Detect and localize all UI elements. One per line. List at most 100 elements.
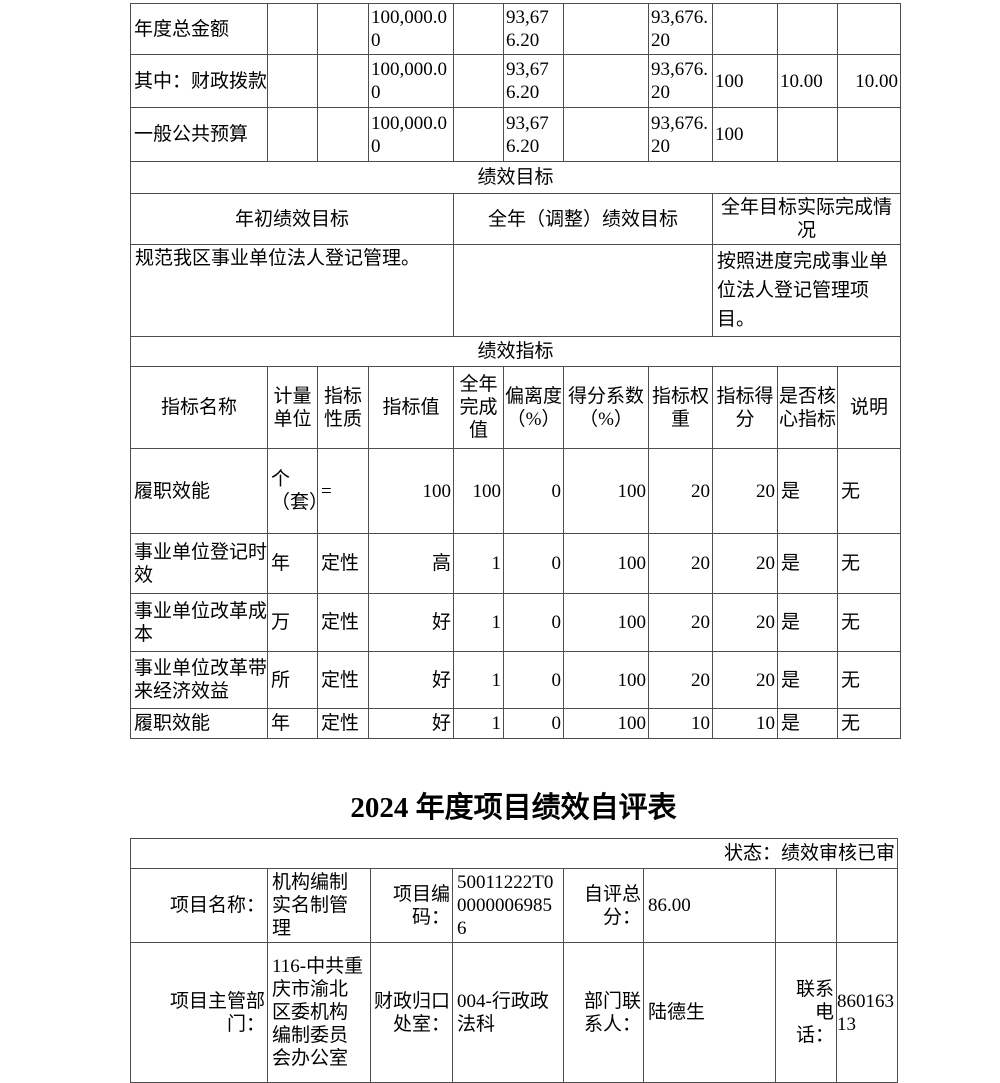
table-cell: 无 bbox=[837, 593, 901, 652]
finance-office-value: 004-行政政法科 bbox=[452, 942, 564, 1083]
annual-total-actual-2: 93,676.20 bbox=[648, 3, 713, 55]
table-cell: 是 bbox=[777, 593, 838, 652]
table-cell: 20 bbox=[712, 533, 778, 594]
table-cell: 好 bbox=[368, 708, 454, 739]
status-text: 状态：绩效审核已审 bbox=[129, 838, 899, 869]
table-cell: 指标值 bbox=[368, 366, 454, 449]
table-cell: 0 bbox=[503, 651, 564, 709]
table-cell: 定性 bbox=[317, 533, 369, 594]
project-info-table: 状态：绩效审核已审 项目名称： 机构编制实名制管理 项目编码： 50011222T000… bbox=[129, 838, 899, 1083]
fiscal-allocation-label: 其中：财政拨款 bbox=[130, 54, 268, 108]
table-cell bbox=[777, 107, 838, 162]
table-cell bbox=[317, 3, 369, 55]
table-cell: 事业单位改革成本 bbox=[130, 593, 268, 652]
table-cell: 100 bbox=[563, 448, 649, 534]
table-cell: 100 bbox=[563, 533, 649, 594]
table-cell: 20 bbox=[648, 448, 713, 534]
table-cell: 100 bbox=[453, 448, 504, 534]
table-cell: 定性 bbox=[317, 651, 369, 709]
table-cell: 年 bbox=[267, 708, 318, 739]
table-cell: 20 bbox=[648, 593, 713, 652]
table-cell bbox=[453, 54, 504, 108]
table-cell bbox=[453, 244, 713, 337]
table-cell: = bbox=[317, 448, 369, 534]
table-cell bbox=[563, 107, 649, 162]
table-cell: 0 bbox=[503, 708, 564, 739]
contact-phone-value: 86016313 bbox=[835, 942, 899, 1083]
table-cell: 是 bbox=[777, 448, 838, 534]
general-public-budget-label: 一般公共预算 bbox=[130, 107, 268, 162]
table-cell: 事业单位改革带来经济效益 bbox=[130, 651, 268, 709]
table-cell: 0 bbox=[503, 448, 564, 534]
document-page: { "document": { "title": "2024 年度项目绩效自评表… bbox=[129, 3, 901, 1083]
table-cell: 100 bbox=[368, 448, 454, 534]
table-cell bbox=[317, 54, 369, 108]
table-cell: 偏离度（%） bbox=[503, 366, 564, 449]
section-performance-goal: 绩效目标 bbox=[130, 161, 901, 194]
department-value: 116-中共重庆市渝北区委机构编制委员会办公室 bbox=[267, 942, 371, 1083]
contact-person-value: 陆德生 bbox=[643, 942, 776, 1083]
table-cell: 是 bbox=[777, 533, 838, 594]
table-cell bbox=[837, 3, 901, 55]
table-cell: 无 bbox=[837, 448, 901, 534]
section-performance-indicator: 绩效指标 bbox=[130, 336, 901, 367]
table-cell: 得分系数（%） bbox=[563, 366, 649, 449]
table-cell: 93,676.20 bbox=[503, 54, 564, 108]
table-cell: 1 bbox=[453, 593, 504, 652]
table-cell: 100,000.00 bbox=[368, 54, 454, 108]
table-cell: 10.00 bbox=[777, 54, 838, 108]
table-cell: 所 bbox=[267, 651, 318, 709]
table-cell bbox=[453, 3, 504, 55]
project-name-label: 项目名称： bbox=[130, 868, 268, 943]
goal-initial-text: 规范我区事业单位法人登记管理。 bbox=[130, 244, 454, 337]
annual-total-actual-1: 93,676.20 bbox=[503, 3, 564, 55]
table-cell: 好 bbox=[368, 651, 454, 709]
table-cell: 100 bbox=[563, 708, 649, 739]
table-cell: 无 bbox=[837, 651, 901, 709]
table-cell: 10 bbox=[712, 708, 778, 739]
table-cell bbox=[777, 3, 838, 55]
table-cell bbox=[317, 107, 369, 162]
table-cell bbox=[267, 107, 318, 162]
table-cell: 20 bbox=[648, 533, 713, 594]
table-cell: 高 bbox=[368, 533, 454, 594]
table-cell: 事业单位登记时效 bbox=[130, 533, 268, 594]
table-cell bbox=[837, 107, 901, 162]
contact-person-label: 部门联系人： bbox=[563, 942, 644, 1083]
table-cell: 20 bbox=[712, 448, 778, 534]
table-cell: 1 bbox=[453, 708, 504, 739]
table-cell: 20 bbox=[648, 651, 713, 709]
table-cell: 是否核心指标 bbox=[777, 366, 838, 449]
goal-col-actual: 全年目标实际完成情况 bbox=[712, 193, 901, 245]
table-cell: 20 bbox=[712, 651, 778, 709]
table-cell: 计量单位 bbox=[267, 366, 318, 449]
project-code-label: 项目编码： bbox=[370, 868, 453, 943]
table-cell bbox=[712, 3, 778, 55]
table-cell: 100 bbox=[563, 651, 649, 709]
table-cell: 是 bbox=[777, 708, 838, 739]
project-code-value: 50011222T000000069856 bbox=[452, 868, 564, 943]
table-cell: 指标得分 bbox=[712, 366, 778, 449]
table-cell: 0 bbox=[503, 593, 564, 652]
table-cell: 1 bbox=[453, 651, 504, 709]
table-cell: 个（套） bbox=[267, 448, 318, 534]
table-cell: 100 bbox=[712, 107, 778, 162]
table-cell: 指标名称 bbox=[130, 366, 268, 449]
table-cell: 指标性质 bbox=[317, 366, 369, 449]
project-name-value: 机构编制实名制管理 bbox=[267, 868, 371, 943]
goal-col-initial: 年初绩效目标 bbox=[130, 193, 454, 245]
goal-col-adjusted: 全年（调整）绩效目标 bbox=[453, 193, 713, 245]
self-score-label: 自评总分： bbox=[563, 868, 644, 943]
finance-office-label: 财政归口处室： bbox=[370, 942, 453, 1083]
table-cell: 履职效能 bbox=[130, 448, 268, 534]
table-cell: 好 bbox=[368, 593, 454, 652]
table-cell: 指标权重 bbox=[648, 366, 713, 449]
table-cell bbox=[563, 54, 649, 108]
table-cell: 100 bbox=[563, 593, 649, 652]
table-cell bbox=[563, 3, 649, 55]
goal-actual-text: 按照进度完成事业单位法人登记管理项目。 bbox=[712, 244, 901, 337]
performance-table: 年度总金额 100,000.00 93,676.20 93,676.20 其中：财政拨款… bbox=[130, 3, 901, 739]
table-cell bbox=[835, 868, 899, 943]
table-cell: 无 bbox=[837, 533, 901, 594]
contact-phone-label: 联系电话： bbox=[775, 942, 837, 1083]
